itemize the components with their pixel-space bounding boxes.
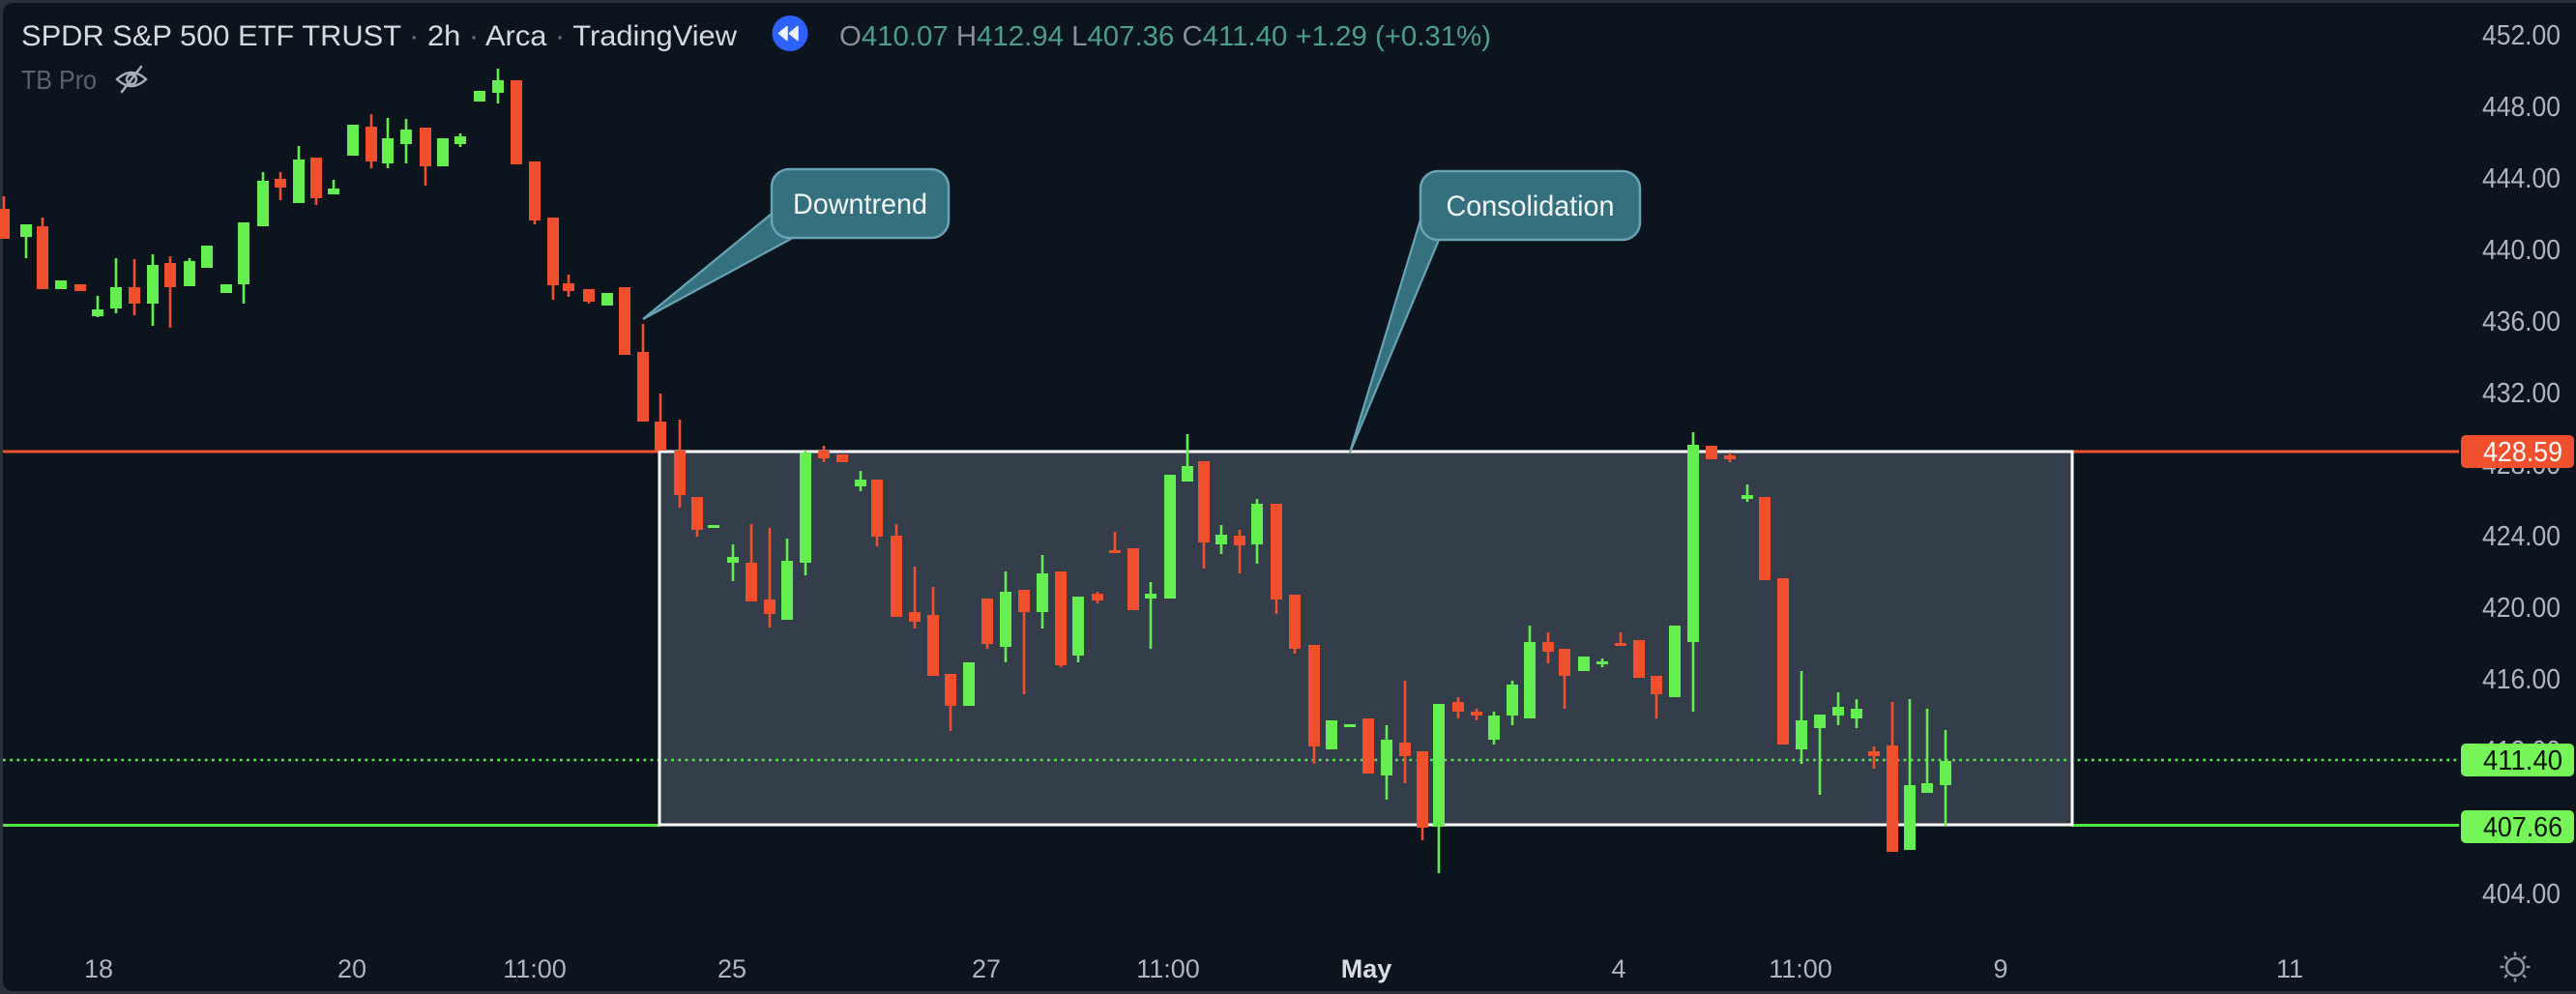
svg-text:428.59: 428.59 <box>2483 437 2562 468</box>
svg-text:May: May <box>1341 954 1392 983</box>
svg-text:411.40: 411.40 <box>2483 746 2562 776</box>
svg-text:407.66: 407.66 <box>2483 812 2562 843</box>
svg-text:11:00: 11:00 <box>1136 954 1200 983</box>
svg-text:25: 25 <box>717 954 746 983</box>
svg-text:TB Pro: TB Pro <box>21 65 97 95</box>
svg-text:SPDR S&P 500 ETF TRUST · 2h ·: SPDR S&P 500 ETF TRUST · 2h · Arca · Tra… <box>21 20 737 52</box>
svg-text:444.00: 444.00 <box>2482 163 2561 194</box>
svg-text:27: 27 <box>972 954 1001 983</box>
svg-text:18: 18 <box>84 954 113 983</box>
svg-text:11: 11 <box>2276 954 2303 983</box>
svg-text:11:00: 11:00 <box>1769 954 1832 983</box>
svg-text:432.00: 432.00 <box>2482 378 2561 409</box>
svg-text:436.00: 436.00 <box>2482 307 2561 337</box>
svg-text:416.00: 416.00 <box>2482 664 2561 695</box>
svg-text:424.00: 424.00 <box>2482 521 2561 552</box>
svg-text:440.00: 440.00 <box>2482 235 2561 266</box>
svg-text:404.00: 404.00 <box>2482 879 2561 910</box>
svg-text:11:00: 11:00 <box>503 954 567 983</box>
svg-text:452.00: 452.00 <box>2482 20 2561 51</box>
svg-text:Consolidation: Consolidation <box>1447 190 1615 222</box>
svg-text:20: 20 <box>337 954 366 983</box>
svg-text:Downtrend: Downtrend <box>793 189 927 220</box>
svg-text:9: 9 <box>1993 954 2007 983</box>
svg-text:448.00: 448.00 <box>2482 92 2561 123</box>
svg-text:O410.07 H412.94 L407.36 C411.4: O410.07 H412.94 L407.36 C411.40 +1.29 (+… <box>839 21 1491 52</box>
svg-text:4: 4 <box>1611 954 1625 983</box>
svg-text:420.00: 420.00 <box>2482 593 2561 624</box>
